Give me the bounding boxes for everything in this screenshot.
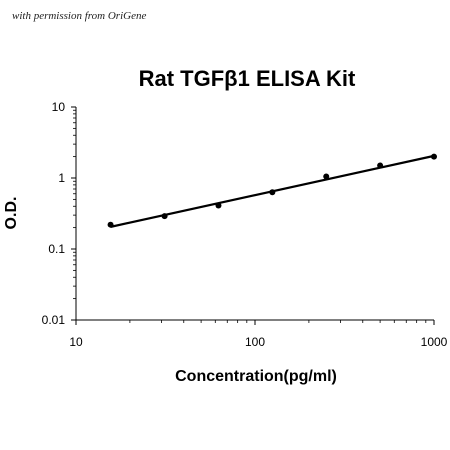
y-tick-label: 0.01 <box>42 313 66 327</box>
data-point <box>161 213 168 220</box>
x-tick-label: 10 <box>69 335 83 349</box>
y-tick-label: 10 <box>52 100 66 114</box>
data-points <box>107 153 437 228</box>
ticks <box>71 106 435 325</box>
x-tick-label: 100 <box>245 335 265 349</box>
axes <box>75 107 434 321</box>
y-axis-title: O.D. <box>3 197 20 230</box>
data-point <box>431 153 437 160</box>
data-point <box>269 189 276 196</box>
chart-title: Rat TGFβ1 ELISA Kit <box>139 66 356 91</box>
x-axis-title: Concentration(pg/ml) <box>175 368 337 385</box>
data-point <box>107 221 114 228</box>
x-tick-label: 1000 <box>421 335 448 349</box>
y-tick-label: 0.1 <box>48 242 65 256</box>
y-tick-label: 1 <box>58 171 65 185</box>
permission-watermark: with permission from OriGene <box>12 10 147 22</box>
data-point <box>323 173 330 180</box>
data-point <box>215 202 222 209</box>
data-point <box>377 162 384 169</box>
